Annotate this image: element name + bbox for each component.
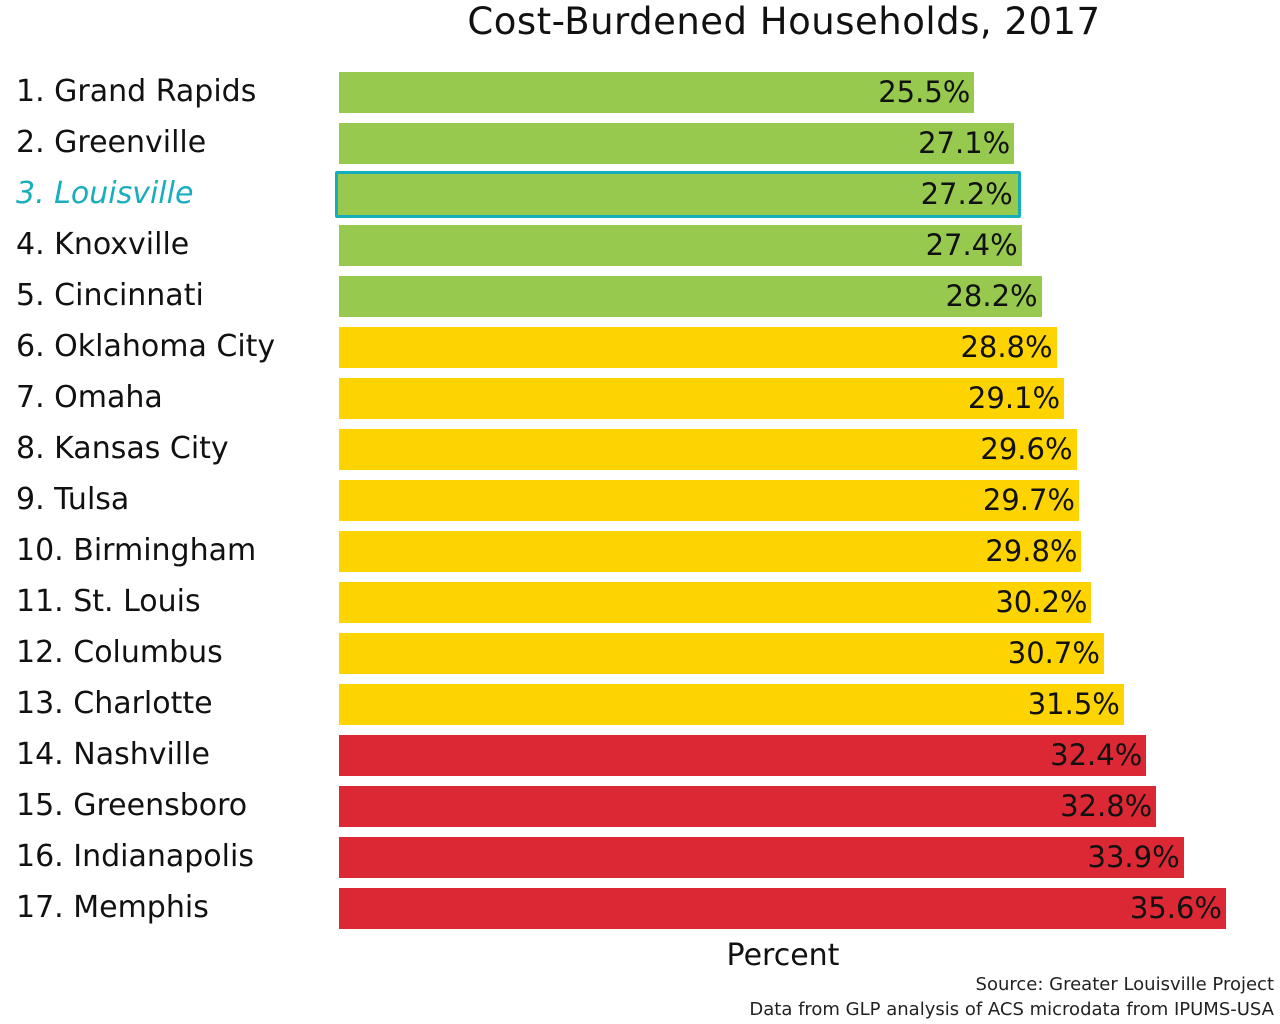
data-label: 30.2% — [995, 585, 1088, 619]
category-label: 5. Cincinnati — [16, 278, 204, 313]
category-label: 2. Greenville — [16, 125, 207, 160]
category-label: 17. Memphis — [16, 890, 209, 925]
data-label: 31.5% — [1027, 687, 1120, 721]
data-label: 33.9% — [1087, 840, 1180, 874]
source-note: Source: Greater Louisville Project Data … — [749, 972, 1274, 1022]
bar — [339, 480, 1079, 521]
category-label: 9. Tulsa — [16, 482, 130, 517]
x-axis-label: Percent — [726, 938, 840, 973]
category-label: 15. Greensboro — [16, 788, 248, 823]
data-label: 29.7% — [982, 483, 1075, 517]
source-detail-line: Data from GLP analysis of ACS microdata … — [749, 999, 1274, 1020]
bar — [339, 378, 1065, 419]
data-label: 27.2% — [920, 177, 1013, 211]
data-label: 29.6% — [980, 432, 1073, 466]
bar — [339, 429, 1077, 470]
source-line: Source: Greater Louisville Project — [975, 974, 1274, 995]
bar — [335, 171, 1021, 218]
bar — [339, 276, 1042, 317]
bar — [339, 582, 1092, 623]
chart-title: Cost-Burdened Households, 2017 — [467, 0, 1101, 43]
data-label: 25.5% — [878, 75, 971, 109]
data-label: 32.4% — [1050, 738, 1143, 772]
category-label: 16. Indianapolis — [16, 839, 254, 874]
category-label: 1. Grand Rapids — [16, 74, 257, 109]
data-label: 35.6% — [1129, 891, 1222, 925]
data-label: 29.8% — [985, 534, 1078, 568]
category-label: 4. Knoxville — [16, 227, 190, 262]
data-label: 28.2% — [945, 279, 1038, 313]
category-label: 13. Charlotte — [16, 686, 213, 721]
bar — [339, 225, 1022, 266]
data-label: 27.4% — [925, 228, 1018, 262]
bar — [339, 786, 1157, 827]
bar — [339, 327, 1057, 368]
bar — [339, 837, 1184, 878]
data-label: 28.8% — [960, 330, 1053, 364]
bar — [339, 684, 1124, 725]
bar — [339, 888, 1226, 929]
data-label: 27.1% — [918, 126, 1011, 160]
data-label: 32.8% — [1060, 789, 1153, 823]
category-label: 7. Omaha — [16, 380, 163, 415]
bar — [339, 72, 975, 113]
bar — [339, 735, 1147, 776]
category-label: 8. Kansas City — [16, 431, 229, 466]
category-label: 10. Birmingham — [16, 533, 257, 568]
category-label: 14. Nashville — [16, 737, 210, 772]
bar — [339, 633, 1104, 674]
category-label: 12. Columbus — [16, 635, 223, 670]
data-label: 30.7% — [1007, 636, 1100, 670]
data-label: 29.1% — [967, 381, 1061, 415]
category-label: 3. Louisville — [16, 176, 194, 211]
category-label: 11. St. Louis — [16, 584, 201, 619]
category-label: 6. Oklahoma City — [16, 329, 276, 364]
bar — [339, 123, 1015, 164]
bar — [339, 531, 1082, 572]
